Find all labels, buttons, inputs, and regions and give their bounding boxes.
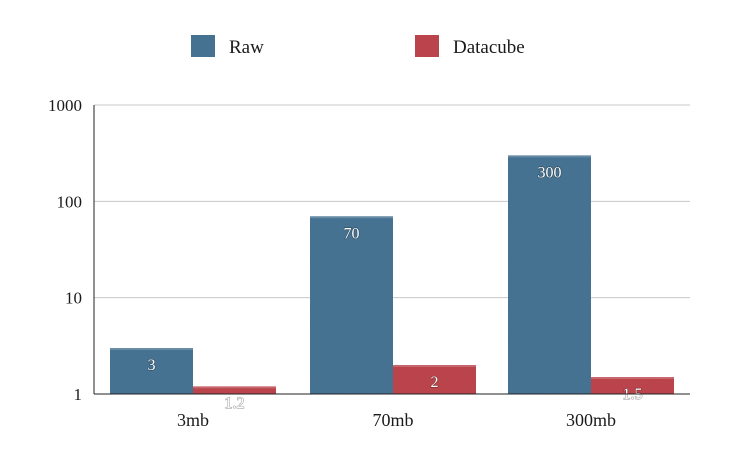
data-label-raw-3mb: 3: [148, 357, 156, 374]
data-label-datacube-300mb: 1.5: [623, 386, 643, 403]
bar-datacube-70mb: [393, 365, 476, 394]
bar-datacube-300mb: [591, 377, 674, 394]
y-tick-label-100: 100: [57, 192, 83, 211]
bar-highlight-raw-70mb: [310, 216, 393, 219]
bar-highlight-raw-3mb: [110, 348, 193, 351]
legend-swatch-datacube: [415, 35, 439, 57]
bar-highlight-datacube-3mb: [193, 386, 276, 389]
y-tick-label-10: 10: [65, 289, 82, 308]
bar-raw-300mb: [508, 155, 591, 394]
y-tick-label-1: 1: [74, 385, 83, 404]
x-category-label-3mb: 3mb: [177, 410, 209, 430]
data-label-datacube-70mb: 2: [431, 374, 439, 391]
x-category-label-300mb: 300mb: [566, 410, 616, 430]
bar-highlight-raw-300mb: [508, 155, 591, 158]
bar-highlight-datacube-70mb: [393, 365, 476, 368]
data-label-raw-70mb: 70: [344, 225, 360, 242]
data-label-raw-300mb: 300: [538, 164, 562, 181]
bar-datacube-3mb: [193, 386, 276, 394]
data-label-datacube-3mb: 1.2: [225, 395, 245, 412]
bar-raw-70mb: [310, 216, 393, 394]
legend-label-raw: Raw: [229, 37, 264, 58]
legend-swatch-raw: [191, 35, 215, 57]
legend-label-datacube: Datacube: [453, 37, 525, 58]
bar-highlight-datacube-300mb: [591, 377, 674, 380]
bar-raw-3mb: [110, 348, 193, 394]
y-tick-label-1000: 1000: [48, 96, 82, 115]
x-category-label-70mb: 70mb: [372, 410, 413, 430]
